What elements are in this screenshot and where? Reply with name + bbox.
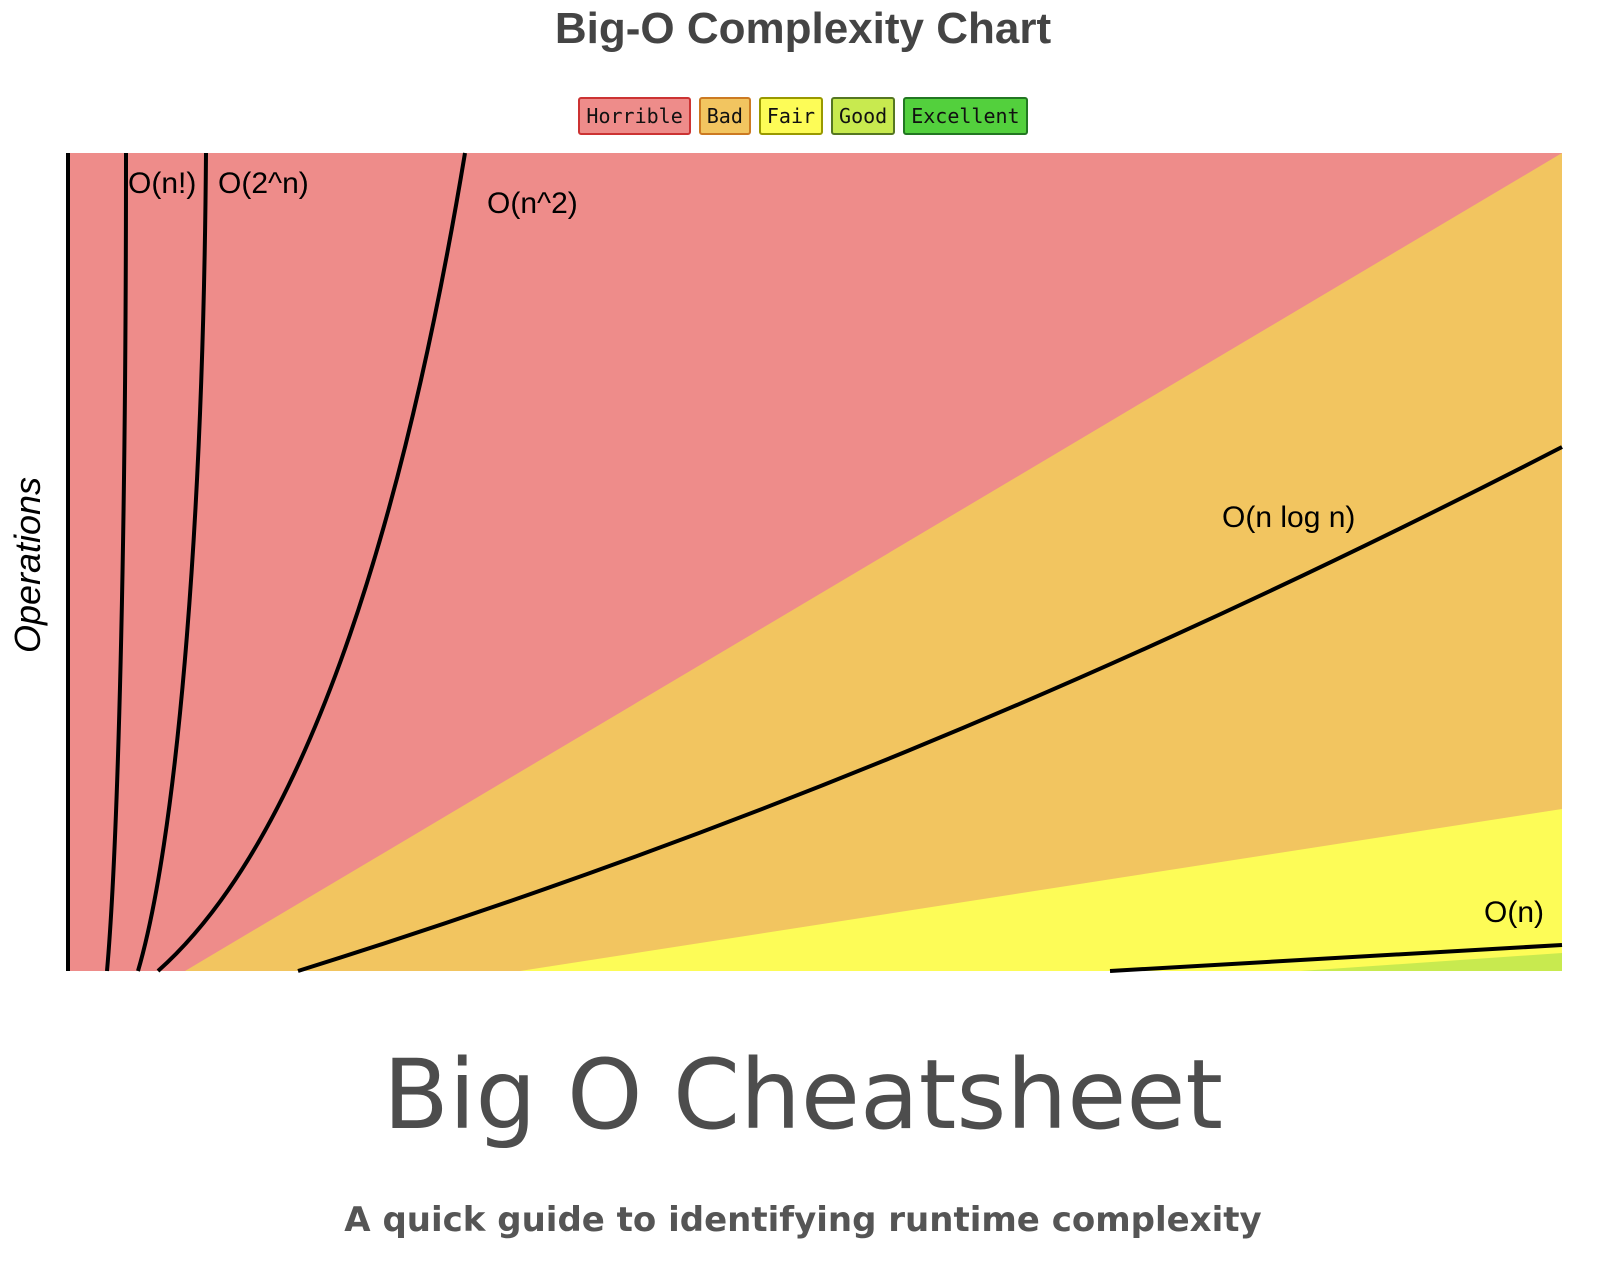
region-fair [520,809,1562,971]
curve-labels: O(n!) O(2^n) O(n^2) O(n log n) O(n) [128,167,1544,929]
curve-label-2: O(n^2) [487,187,578,220]
complexity-regions [68,153,1562,971]
curve-label-4: O(n) [1484,896,1544,929]
curve-4 [1109,943,1563,973]
curve-label-3: O(n log n) [1222,501,1355,534]
region-good [1300,953,1562,971]
chart-title: Big-O Complexity Chart [554,4,1052,53]
y-axis-label: Operations [7,477,48,653]
complexity-chart: O(n!) O(2^n) O(n^2) O(n log n) O(n) Operatio… [7,152,1563,973]
legend-item-good[interactable]: Good [831,97,896,135]
curve-0 [105,152,128,972]
complexity-curves [105,152,1563,973]
curve-label-0: O(n!) [128,167,196,200]
curve-3 [297,445,1563,973]
legend-item-horrible[interactable]: Horrible [578,97,691,135]
page-heading: Big O Cheatsheet [382,1039,1224,1151]
legend-item-bad[interactable]: Bad [698,97,751,135]
curve-label-1: O(2^n) [218,167,309,200]
legend-item-fair[interactable]: Fair [758,97,824,135]
chart-legend: Horrible Bad Fair Good Excellent [0,97,1606,135]
curve-1 [136,152,208,972]
legend-item-excellent[interactable]: Excellent [903,97,1028,135]
curve-2 [156,152,467,973]
region-bad [185,153,1562,971]
page-subtitle: A quick guide to identifying runtime com… [344,1200,1262,1240]
